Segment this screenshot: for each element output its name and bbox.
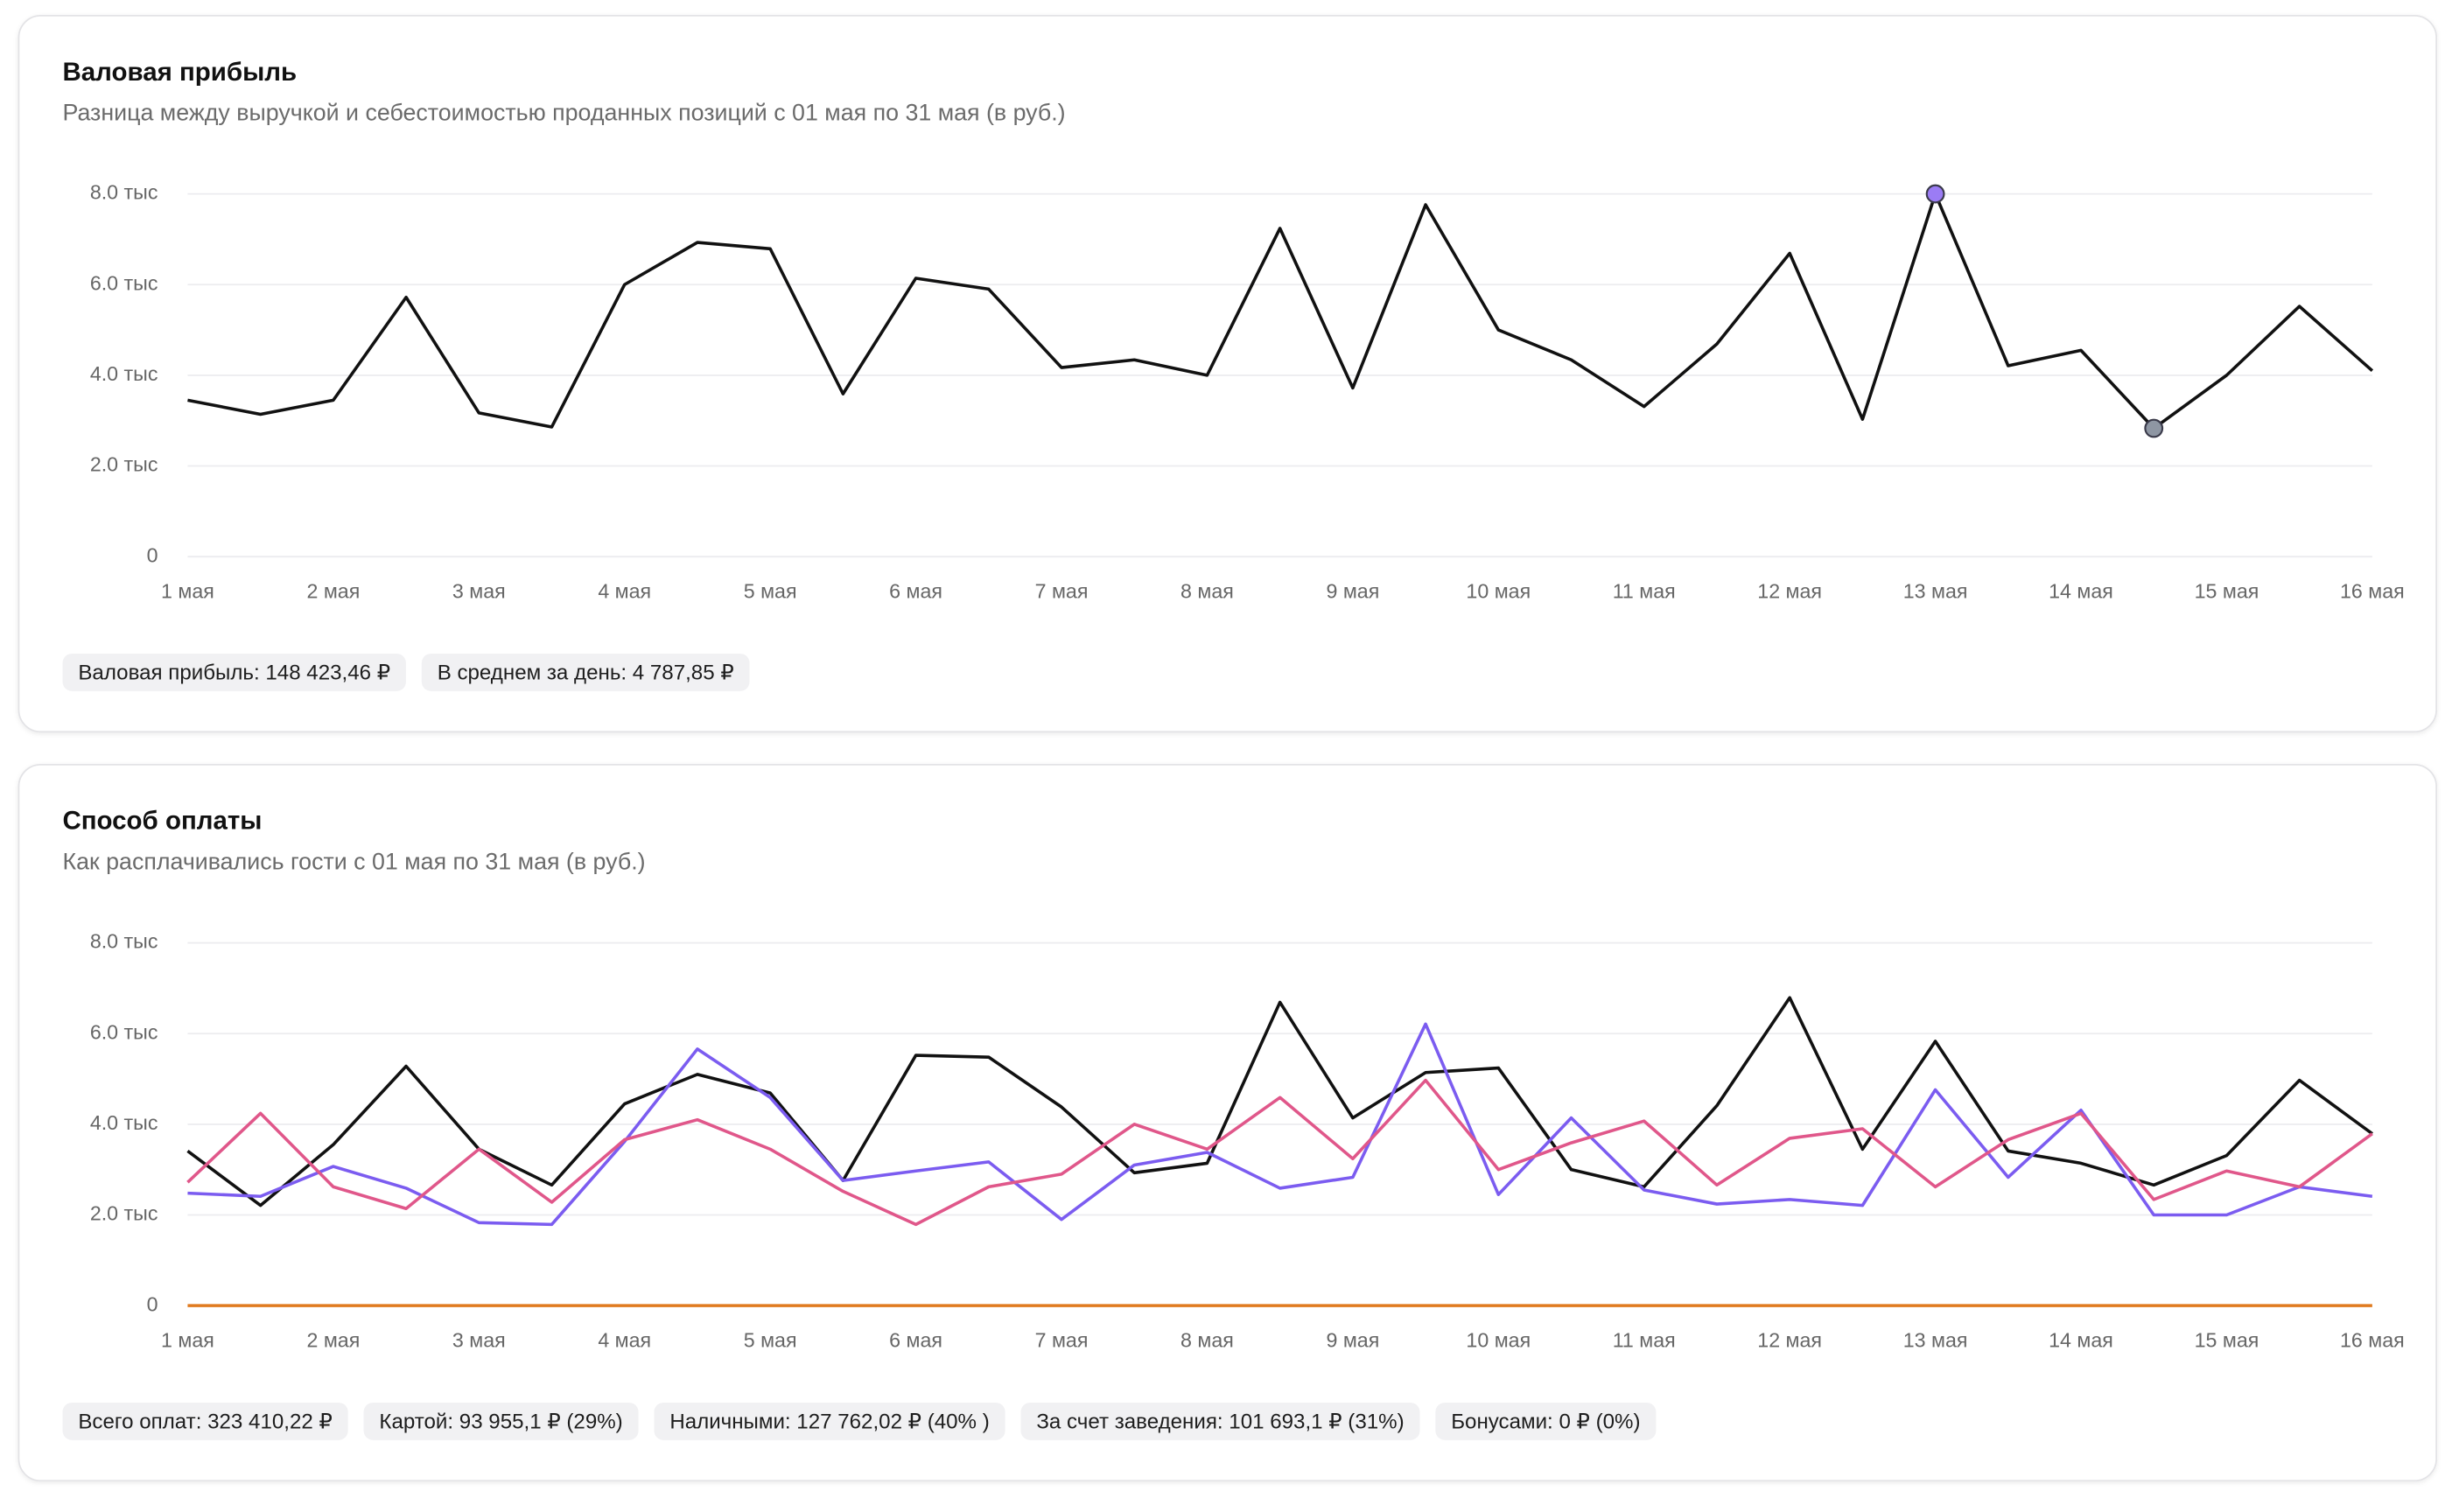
y-tick-label: 4.0 тыс	[90, 362, 158, 385]
x-tick-label: 12 мая	[1757, 579, 1822, 602]
x-tick-label: 8 мая	[1180, 579, 1234, 602]
chip-text: Наличными: 127 762,02 ₽ (40% )	[669, 1410, 989, 1434]
summary-chip: В среднем за день: 4 787,85 ₽	[421, 653, 750, 691]
x-tick-label: 11 мая	[1613, 579, 1676, 602]
y-tick-label: 0	[147, 543, 158, 566]
chip-text: Всего оплат: 323 410,22 ₽	[78, 1410, 332, 1434]
summary-chip: За счет заведения: 101 693,1 ₽ (31%)	[1020, 1402, 1420, 1440]
y-tick-label: 6.0 тыс	[90, 271, 158, 294]
y-tick-label: 4.0 тыс	[90, 1111, 158, 1134]
x-tick-label: 5 мая	[744, 579, 797, 602]
x-tick-label: 7 мая	[1035, 1328, 1089, 1351]
x-tick-label: 7 мая	[1035, 579, 1089, 602]
y-tick-label: 6.0 тыс	[90, 1020, 158, 1043]
x-tick-label: 9 мая	[1326, 579, 1379, 602]
chart-title: Способ оплаты	[62, 807, 262, 836]
y-tick-label: 2.0 тыс	[90, 453, 158, 476]
x-tick-label: 8 мая	[1180, 1328, 1234, 1351]
chip-text: В среднем за день: 4 787,85 ₽	[438, 662, 734, 685]
y-tick-label: 0	[147, 1292, 158, 1315]
x-tick-label: 5 мая	[744, 1328, 797, 1351]
x-tick-label: 12 мая	[1757, 1328, 1822, 1351]
x-tick-label: 2 мая	[306, 1328, 360, 1351]
series-line	[186, 1078, 2373, 1227]
x-tick-label: 1 мая	[161, 1328, 214, 1351]
series-line	[187, 1022, 2373, 1227]
summary-chip: Валовая прибыль: 148 423,46 ₽	[62, 653, 406, 691]
x-tick-label: 1 мая	[161, 579, 214, 602]
series-line	[187, 192, 2374, 430]
summary-chip: Картой: 93 955,1 ₽ (29%)	[363, 1402, 639, 1440]
x-tick-label: 3 мая	[452, 1328, 506, 1351]
summary-chip: Всего оплат: 323 410,22 ₽	[62, 1402, 348, 1440]
x-tick-label: 6 мая	[889, 579, 942, 602]
chip-background	[62, 653, 406, 691]
x-tick-label: 2 мая	[306, 579, 360, 602]
chip-text: За счет заведения: 101 693,1 ₽ (31%)	[1036, 1410, 1404, 1434]
x-tick-label: 16 мая	[2340, 579, 2405, 602]
x-tick-label: 10 мая	[1466, 1328, 1531, 1351]
card	[18, 14, 2438, 733]
x-tick-label: 11 мая	[1613, 1328, 1676, 1351]
chip-background	[1435, 1402, 1657, 1440]
chip-text: Валовая прибыль: 148 423,46 ₽	[78, 662, 390, 685]
x-tick-label: 6 мая	[889, 1328, 942, 1351]
x-tick-label: 4 мая	[598, 1328, 651, 1351]
x-tick-label: 16 мая	[2340, 1328, 2405, 1351]
x-tick-label: 10 мая	[1466, 579, 1531, 602]
x-tick-label: 15 мая	[2195, 1328, 2259, 1351]
x-tick-label: 13 мая	[1903, 1328, 1968, 1351]
x-tick-label: 14 мая	[2049, 579, 2113, 602]
summary-chip: Бонусами: 0 ₽ (0%)	[1435, 1402, 1657, 1440]
y-tick-label: 8.0 тыс	[90, 930, 158, 953]
x-tick-label: 14 мая	[2049, 1328, 2113, 1351]
x-tick-label: 15 мая	[2195, 579, 2259, 602]
x-tick-label: 4 мая	[598, 579, 651, 602]
chip-background	[363, 1402, 639, 1440]
x-tick-label: 13 мая	[1903, 579, 1968, 602]
chart-subtitle: Как расплачивались гости с 01 мая по 31 …	[62, 849, 645, 875]
extreme-marker	[2144, 418, 2164, 438]
y-tick-label: 2.0 тыс	[90, 1202, 158, 1225]
summary-chip: Наличными: 127 762,02 ₽ (40% )	[654, 1402, 1005, 1440]
extreme-marker	[1925, 184, 1945, 204]
chip-background	[62, 1402, 348, 1440]
chart-title: Валовая прибыль	[62, 58, 297, 87]
chart-subtitle: Разница между выручкой и себестоимостью …	[62, 100, 1065, 126]
x-tick-label: 9 мая	[1326, 1328, 1379, 1351]
chip-background	[654, 1402, 1005, 1440]
series-line	[186, 996, 2373, 1208]
x-tick-label: 3 мая	[452, 579, 506, 602]
chip-text: Бонусами: 0 ₽ (0%)	[1451, 1410, 1640, 1434]
y-tick-label: 8.0 тыс	[90, 181, 158, 204]
chip-background	[1020, 1402, 1420, 1440]
chip-text: Картой: 93 955,1 ₽ (29%)	[379, 1410, 622, 1434]
chip-background	[421, 653, 750, 691]
